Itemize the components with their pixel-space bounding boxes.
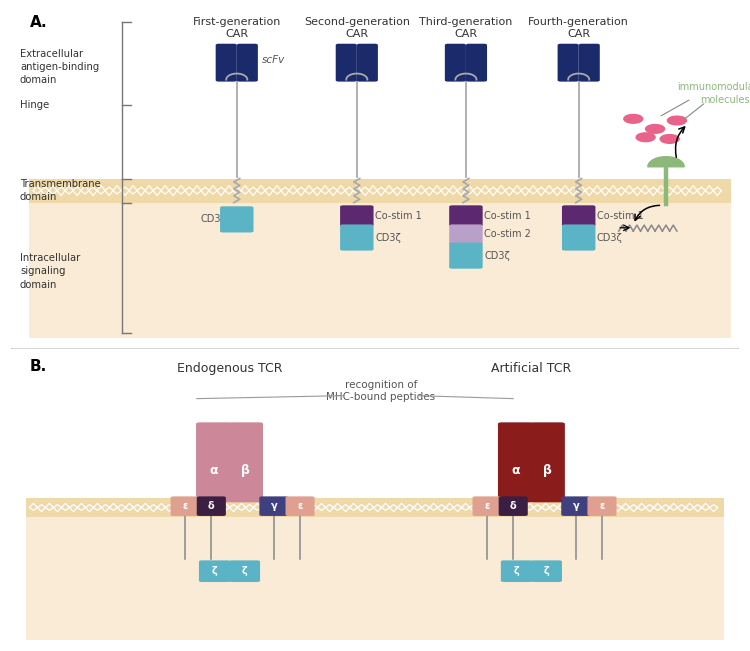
FancyBboxPatch shape bbox=[170, 496, 200, 516]
Circle shape bbox=[668, 116, 686, 125]
FancyBboxPatch shape bbox=[216, 44, 237, 81]
Text: ε: ε bbox=[182, 501, 188, 511]
Text: α: α bbox=[511, 464, 520, 477]
FancyBboxPatch shape bbox=[531, 561, 562, 582]
Text: Endogenous TCR: Endogenous TCR bbox=[177, 361, 282, 374]
FancyBboxPatch shape bbox=[466, 44, 487, 81]
Text: Transmembrane
domain: Transmembrane domain bbox=[20, 179, 101, 202]
Circle shape bbox=[624, 115, 643, 123]
Text: ζ: ζ bbox=[242, 566, 248, 576]
Circle shape bbox=[636, 133, 655, 142]
Text: Extracellular
antigen-binding
domain: Extracellular antigen-binding domain bbox=[20, 49, 99, 85]
FancyBboxPatch shape bbox=[562, 205, 596, 227]
Text: Co-stim 1: Co-stim 1 bbox=[597, 211, 644, 221]
FancyBboxPatch shape bbox=[530, 422, 565, 503]
Text: Second-generation
CAR: Second-generation CAR bbox=[304, 16, 410, 39]
Text: A.: A. bbox=[29, 15, 47, 30]
Text: Hinge: Hinge bbox=[20, 100, 50, 111]
FancyBboxPatch shape bbox=[449, 225, 483, 245]
FancyBboxPatch shape bbox=[260, 496, 289, 516]
Text: B.: B. bbox=[29, 359, 46, 374]
FancyBboxPatch shape bbox=[228, 422, 263, 503]
FancyBboxPatch shape bbox=[501, 561, 532, 582]
FancyBboxPatch shape bbox=[4, 348, 746, 645]
Text: Co-stim 1: Co-stim 1 bbox=[375, 211, 422, 221]
Text: ζ: ζ bbox=[514, 566, 519, 576]
FancyBboxPatch shape bbox=[229, 561, 260, 582]
Text: ε: ε bbox=[298, 501, 303, 511]
Text: First-generation
CAR: First-generation CAR bbox=[193, 16, 281, 39]
FancyBboxPatch shape bbox=[449, 243, 483, 269]
Text: immunomodulatory
molecules: immunomodulatory molecules bbox=[677, 83, 750, 105]
FancyBboxPatch shape bbox=[336, 44, 357, 81]
Circle shape bbox=[646, 124, 664, 133]
Text: Third-generation
CAR: Third-generation CAR bbox=[419, 16, 513, 39]
Text: CD3ζ: CD3ζ bbox=[597, 232, 622, 243]
Text: CD3ζ: CD3ζ bbox=[484, 251, 510, 260]
Circle shape bbox=[660, 135, 679, 143]
FancyBboxPatch shape bbox=[498, 422, 532, 503]
Text: Co-stim 1: Co-stim 1 bbox=[484, 211, 531, 221]
Text: ζ: ζ bbox=[544, 566, 549, 576]
Text: β: β bbox=[543, 464, 552, 477]
Text: Co-stim 2: Co-stim 2 bbox=[484, 230, 531, 240]
Text: CD3ζ: CD3ζ bbox=[375, 232, 400, 243]
FancyBboxPatch shape bbox=[4, 4, 746, 345]
FancyBboxPatch shape bbox=[196, 496, 226, 516]
Bar bbox=[29, 178, 731, 202]
FancyBboxPatch shape bbox=[196, 422, 231, 503]
Text: Fourth-generation
CAR: Fourth-generation CAR bbox=[528, 16, 629, 39]
FancyBboxPatch shape bbox=[357, 44, 378, 81]
Bar bbox=[29, 202, 731, 339]
Text: β: β bbox=[241, 464, 250, 477]
Text: recognition of
MHC-bound peptides: recognition of MHC-bound peptides bbox=[326, 380, 436, 402]
Text: ζ: ζ bbox=[211, 566, 217, 576]
FancyBboxPatch shape bbox=[220, 206, 254, 232]
Text: α: α bbox=[209, 464, 218, 477]
FancyBboxPatch shape bbox=[449, 205, 483, 227]
Text: scFv: scFv bbox=[262, 55, 286, 65]
Text: ε: ε bbox=[599, 501, 604, 511]
FancyBboxPatch shape bbox=[286, 496, 314, 516]
FancyBboxPatch shape bbox=[562, 225, 596, 251]
FancyBboxPatch shape bbox=[499, 496, 528, 516]
FancyBboxPatch shape bbox=[579, 44, 600, 81]
FancyBboxPatch shape bbox=[445, 44, 466, 81]
FancyBboxPatch shape bbox=[199, 561, 230, 582]
Text: ε: ε bbox=[484, 501, 490, 511]
FancyBboxPatch shape bbox=[587, 496, 616, 516]
Bar bbox=[26, 498, 724, 517]
Text: δ: δ bbox=[510, 501, 517, 511]
Text: δ: δ bbox=[208, 501, 214, 511]
FancyBboxPatch shape bbox=[340, 205, 374, 227]
FancyBboxPatch shape bbox=[472, 496, 502, 516]
Text: γ: γ bbox=[572, 501, 579, 511]
FancyBboxPatch shape bbox=[557, 44, 579, 81]
Text: γ: γ bbox=[271, 501, 278, 511]
FancyBboxPatch shape bbox=[340, 225, 374, 251]
Text: Intracellular
signaling
domain: Intracellular signaling domain bbox=[20, 253, 80, 290]
FancyBboxPatch shape bbox=[561, 496, 590, 516]
Polygon shape bbox=[648, 157, 684, 167]
Text: CD3ζ: CD3ζ bbox=[200, 214, 226, 225]
Bar bbox=[26, 513, 724, 640]
Text: Artificial TCR: Artificial TCR bbox=[491, 361, 572, 374]
FancyBboxPatch shape bbox=[237, 44, 258, 81]
